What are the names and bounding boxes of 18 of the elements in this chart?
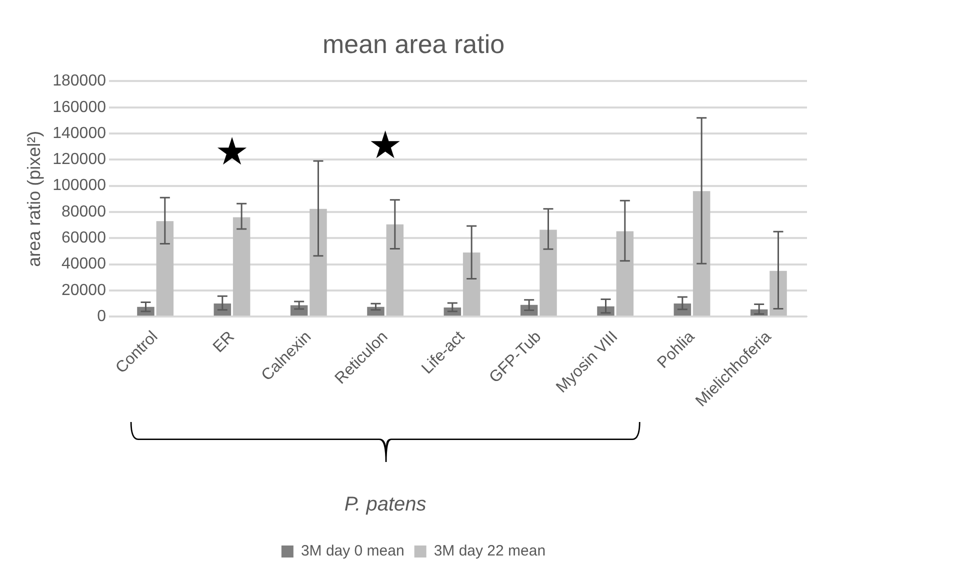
annotation: ★ (214, 129, 250, 174)
chart-title: mean area ratio (322, 28, 505, 59)
legend-label: 3M day 0 mean (300, 542, 404, 560)
annotation: ★ (368, 122, 402, 167)
y-tick-label: 60000 (61, 230, 106, 247)
y-tick-label: 100000 (52, 177, 106, 194)
y-tick-label: 20000 (61, 282, 106, 299)
y-tick-label: 40000 (61, 256, 106, 273)
legend-label: 3M day 22 mean (434, 542, 546, 560)
text: P. patens (344, 494, 426, 516)
y-tick-label: 80000 (61, 203, 106, 220)
y-tick-label: 160000 (52, 98, 106, 116)
y-tick-label: 180000 (52, 72, 106, 90)
x-tick-label: ER (210, 328, 238, 356)
y-tick-label: 120000 (52, 151, 106, 168)
y-axis-title: area ratio (pixel²) (24, 130, 44, 267)
y-tick-label: 140000 (52, 124, 106, 142)
y-tick-label: 0 (97, 308, 106, 326)
